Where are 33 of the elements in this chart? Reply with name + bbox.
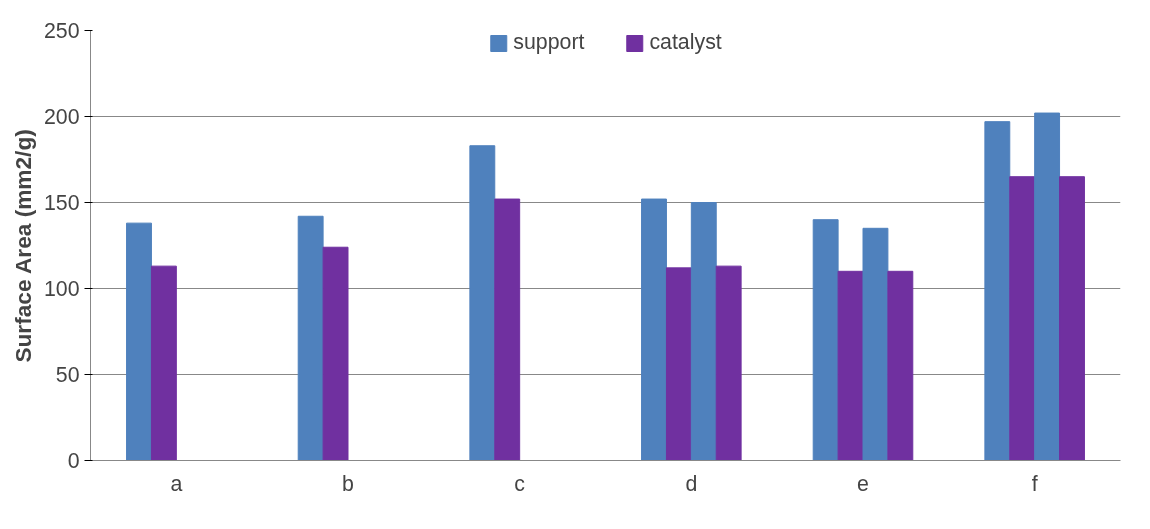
bar bbox=[1009, 176, 1036, 461]
bar bbox=[665, 267, 692, 461]
bar bbox=[126, 222, 152, 461]
bar bbox=[690, 202, 717, 461]
legend-label: catalyst bbox=[649, 30, 722, 55]
y-tick-label: 50 bbox=[55, 363, 80, 387]
bar bbox=[1059, 176, 1085, 461]
y-tick-label: 150 bbox=[43, 191, 80, 215]
x-tick-label: a bbox=[170, 471, 183, 496]
bar bbox=[887, 270, 914, 461]
y-tick-label: 250 bbox=[43, 19, 80, 43]
x-tick-label: c bbox=[514, 471, 526, 496]
bar bbox=[297, 215, 324, 461]
bar bbox=[641, 198, 667, 461]
x-tick-label: f bbox=[1031, 471, 1038, 496]
bar bbox=[1034, 112, 1061, 461]
y-tick-label: 100 bbox=[43, 277, 80, 301]
bar bbox=[984, 121, 1011, 461]
bar bbox=[469, 145, 496, 461]
bar bbox=[812, 219, 839, 461]
y-axis-title: Surface Area (mm2/g) bbox=[9, 129, 36, 363]
bar bbox=[862, 227, 889, 461]
y-tick-label: 0 bbox=[67, 449, 80, 473]
x-tick-label: e bbox=[857, 471, 869, 496]
bar bbox=[837, 270, 864, 461]
bar bbox=[150, 265, 177, 461]
x-tick-label: d bbox=[685, 471, 698, 496]
y-tick-label: 200 bbox=[43, 105, 80, 129]
x-tick-label: b bbox=[342, 471, 354, 496]
legend-label: support bbox=[513, 30, 585, 55]
bar bbox=[322, 246, 349, 461]
bar bbox=[494, 198, 521, 461]
bar bbox=[715, 265, 742, 461]
